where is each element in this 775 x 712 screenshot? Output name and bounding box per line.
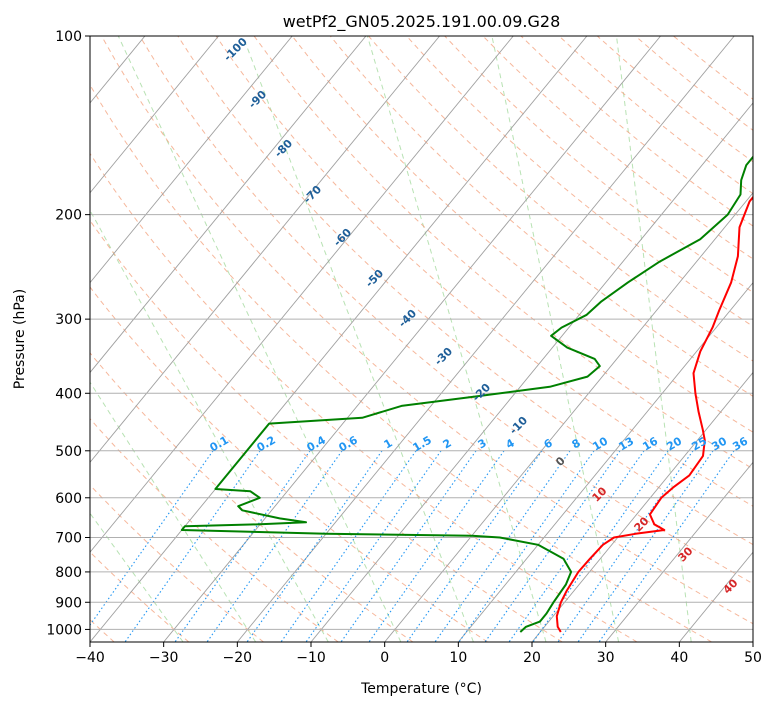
x-tick-label: 0 <box>380 650 389 666</box>
x-axis-label: Temperature (°C) <box>360 681 482 697</box>
x-tick-label: −30 <box>149 650 179 666</box>
y-tick-label: 900 <box>55 595 82 611</box>
y-tick-label: 1000 <box>46 622 82 638</box>
y-tick-label: 800 <box>55 565 82 581</box>
chart-title: wetPf2_GN05.2025.191.00.09.G28 <box>283 12 561 32</box>
x-tick-label: −10 <box>296 650 326 666</box>
y-tick-label: 500 <box>55 444 82 460</box>
x-tick-label: 30 <box>597 650 615 666</box>
x-tick-label: −40 <box>75 650 105 666</box>
x-tick-label: 50 <box>744 650 762 666</box>
y-tick-label: 600 <box>55 491 82 507</box>
y-axis-label: Pressure (hPa) <box>12 289 28 389</box>
y-tick-label: 700 <box>55 531 82 547</box>
y-tick-label: 400 <box>55 386 82 402</box>
x-tick-label: 10 <box>449 650 467 666</box>
y-tick-label: 300 <box>55 312 82 328</box>
x-tick-label: 20 <box>523 650 541 666</box>
y-tick-label: 200 <box>55 208 82 224</box>
x-tick-label: 40 <box>670 650 688 666</box>
x-tick-label: −20 <box>223 650 253 666</box>
y-tick-label: 100 <box>55 29 82 45</box>
